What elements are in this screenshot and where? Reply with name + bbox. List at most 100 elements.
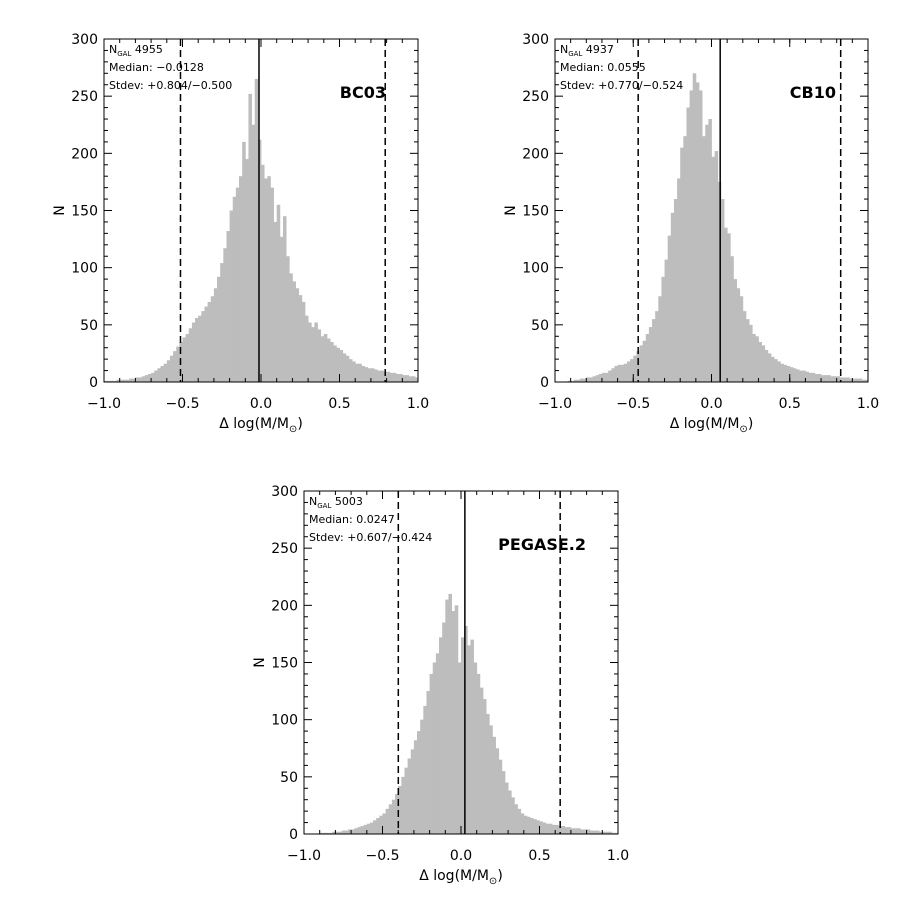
- histogram-bar: [580, 829, 584, 834]
- histogram-bar: [501, 771, 506, 834]
- y-tick-label: 100: [71, 261, 98, 277]
- histogram-bar: [555, 824, 559, 834]
- histogram-bar: [611, 832, 616, 834]
- histogram-bar: [292, 281, 296, 382]
- histogram-bar: [736, 288, 741, 382]
- histogram-bar: [348, 359, 353, 382]
- histogram-bar: [323, 333, 328, 382]
- histogram-bar: [858, 378, 863, 382]
- panel-2: −1.0 −0.5 0.0 0.5 1.0 0 50 100 150 200 250 300 N Δ lo…: [503, 32, 879, 435]
- histogram-bar: [770, 356, 775, 382]
- x-tick-label: 0.0: [700, 396, 722, 412]
- histogram-bar: [217, 276, 221, 382]
- histogram-bar: [749, 324, 753, 382]
- histogram-bar: [191, 322, 196, 382]
- histogram-bar: [495, 748, 500, 834]
- histogram-bar: [661, 276, 665, 382]
- histogram-bar: [742, 311, 747, 382]
- histogram-bar: [536, 820, 540, 834]
- x-axis-label: Δ log(M/M⊙): [419, 868, 503, 887]
- histogram-bar: [849, 378, 853, 382]
- histogram-bar: [104, 380, 108, 382]
- histogram-bar: [322, 832, 327, 834]
- histogram-bar: [583, 829, 587, 834]
- x-tick-label: −0.5: [166, 396, 200, 412]
- histogram-bar: [282, 216, 287, 382]
- histogram-bar: [608, 831, 613, 834]
- x-tick-label: 1.0: [857, 396, 879, 412]
- histogram-bar: [426, 691, 430, 834]
- median-annotation: Median: 0.0555: [560, 61, 646, 74]
- histogram-bar: [683, 136, 687, 382]
- histogram-bar: [614, 832, 619, 834]
- histogram-bar: [382, 813, 387, 834]
- histogram-bar: [533, 819, 537, 834]
- histogram-bar: [188, 328, 193, 382]
- histogram-bar: [570, 380, 575, 382]
- y-tick-label: 50: [80, 318, 98, 334]
- histogram-bar: [220, 263, 224, 382]
- histogram-bar: [639, 345, 644, 382]
- histogram-bar: [401, 776, 405, 834]
- histogram-bar: [267, 176, 271, 382]
- histogram-bar: [777, 361, 781, 382]
- histogram-bar: [370, 368, 375, 382]
- histogram-bar: [286, 256, 290, 382]
- histogram-bar: [758, 341, 762, 382]
- x-tick-label: 0.5: [528, 848, 550, 864]
- histogram-bar: [226, 231, 230, 382]
- histogram-bar: [138, 377, 143, 382]
- histogram-bar: [648, 327, 653, 382]
- histogram-bar: [351, 829, 355, 834]
- histogram-bar: [107, 380, 111, 382]
- y-tick-label: 0: [289, 827, 298, 843]
- histogram-bar: [755, 336, 759, 382]
- histogram-bar: [245, 159, 249, 382]
- histogram-bar: [677, 178, 681, 382]
- histogram-bar: [833, 376, 838, 382]
- histogram-bar: [589, 830, 594, 834]
- histogram-bar: [157, 368, 161, 382]
- histogram-bar: [451, 611, 456, 834]
- x-tick-label: 0.0: [450, 848, 472, 864]
- stdev-annotation: Stdev: +0.804/−0.500: [109, 79, 232, 92]
- x-tick-label: 0.5: [779, 396, 801, 412]
- histogram-bar: [836, 376, 841, 382]
- histogram-bar: [264, 178, 268, 382]
- histogram-bar: [160, 365, 165, 382]
- histogram-bar: [110, 380, 114, 382]
- histogram-bar: [367, 368, 372, 382]
- histogram-bar: [361, 365, 366, 382]
- histogram-bar: [314, 322, 318, 382]
- histogram-bar: [325, 832, 330, 834]
- histogram-bar: [558, 825, 562, 834]
- histogram-bar: [399, 373, 403, 382]
- histogram-bar: [276, 204, 281, 382]
- histogram-bar: [364, 367, 369, 382]
- histogram-bar: [517, 808, 522, 834]
- histogram-bar: [420, 719, 424, 834]
- histogram-bar: [827, 375, 831, 382]
- histogram-bar: [542, 822, 547, 834]
- histogram-bar: [119, 379, 124, 382]
- histogram-bar: [686, 107, 690, 382]
- y-tick-label: 300: [271, 484, 298, 500]
- histogram-bar: [630, 359, 634, 382]
- histogram-bar: [745, 319, 750, 382]
- histogram-bar: [330, 341, 334, 382]
- histogram-bar: [410, 749, 415, 834]
- histogram-bar: [336, 347, 340, 382]
- histogram-bar: [605, 831, 609, 834]
- histogram-bar: [689, 90, 694, 382]
- histogram-bar: [308, 322, 312, 382]
- histogram-bar: [379, 815, 383, 834]
- histogram-bar: [144, 375, 149, 382]
- y-tick-label: 300: [522, 32, 549, 48]
- histogram-bar: [764, 349, 769, 382]
- y-tick-label: 100: [271, 713, 298, 729]
- histogram-bar: [279, 236, 284, 382]
- histogram-bar: [839, 377, 844, 382]
- histogram-bar: [761, 345, 766, 382]
- histogram-bar: [673, 199, 678, 382]
- histogram-bar: [301, 301, 306, 382]
